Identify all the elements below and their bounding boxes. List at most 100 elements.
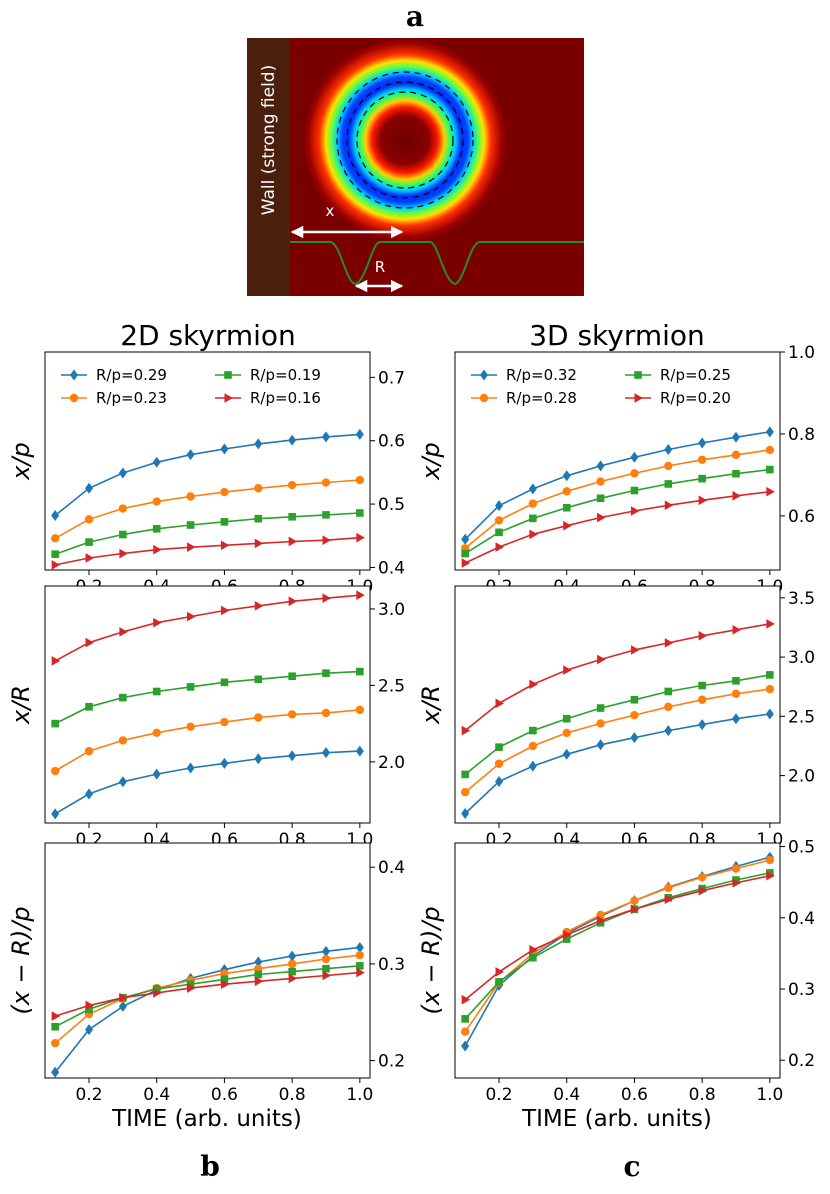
- data-point: [562, 748, 571, 760]
- data-point: [697, 872, 707, 882]
- data-point: [461, 533, 470, 545]
- y-tick-label: 0.4: [378, 558, 405, 578]
- data-point: [321, 945, 330, 957]
- legend-swatch-marker: [480, 369, 488, 381]
- data-point: [698, 681, 706, 690]
- data-point: [355, 745, 364, 757]
- legend-label: R/p=0.20: [660, 389, 731, 407]
- wall-region: [247, 38, 290, 296]
- data-point: [765, 708, 774, 720]
- panel-label-b: b: [200, 1150, 220, 1183]
- data-point: [152, 497, 161, 506]
- data-point: [254, 970, 263, 979]
- data-point: [698, 885, 708, 896]
- data-point: [630, 732, 639, 744]
- data-point: [597, 915, 606, 926]
- series-line: [464, 449, 770, 549]
- legend-entry: R/p=0.20: [625, 389, 731, 407]
- data-point: [529, 514, 537, 523]
- y-tick-label: 3.0: [378, 600, 405, 620]
- data-point: [630, 904, 640, 915]
- data-point: [664, 500, 674, 511]
- legend-label: R/p=0.25: [660, 366, 731, 384]
- y-tick-label: 0.5: [378, 495, 405, 515]
- series-R/p=0.28: [460, 684, 775, 797]
- data-point: [321, 431, 330, 443]
- data-point: [152, 525, 161, 533]
- data-point: [529, 726, 537, 735]
- series-line: [464, 875, 770, 1001]
- data-point: [664, 687, 673, 696]
- data-point: [528, 499, 538, 508]
- series-line: [464, 490, 770, 564]
- data-point: [461, 725, 471, 736]
- data-point: [596, 719, 605, 728]
- legend-label: R/p=0.23: [96, 389, 167, 407]
- data-point: [698, 474, 706, 483]
- data-point: [664, 894, 674, 905]
- legend-swatch-marker: [479, 393, 489, 403]
- series-line: [54, 946, 360, 1073]
- series-line: [54, 479, 360, 539]
- series-R/p=0.29: [51, 428, 364, 521]
- data-point: [563, 665, 572, 675]
- data-point: [698, 719, 707, 731]
- data-point: [254, 753, 263, 765]
- data-point: [50, 1038, 60, 1048]
- data-point: [153, 544, 162, 555]
- data-point: [356, 590, 365, 600]
- data-point: [186, 722, 195, 731]
- series-R/p=0.25: [461, 465, 774, 558]
- column-title-3d: 3D skyrmion: [529, 319, 705, 352]
- data-point: [186, 762, 195, 774]
- data-point: [119, 548, 128, 559]
- data-point: [563, 520, 572, 531]
- data-point: [697, 695, 707, 704]
- data-point: [84, 515, 94, 524]
- data-point: [288, 967, 296, 976]
- x-tick-label: 0.8: [689, 1085, 716, 1105]
- data-point: [596, 704, 605, 712]
- series-line: [464, 713, 770, 815]
- series-line: [464, 859, 770, 1033]
- data-point: [118, 736, 128, 745]
- legend-swatch-marker: [634, 393, 643, 403]
- data-point: [596, 477, 605, 486]
- series-line: [464, 688, 770, 793]
- field-profile-curve: [290, 241, 584, 286]
- data-point: [118, 776, 127, 788]
- data-point: [461, 770, 469, 779]
- wall-label: Wall (strong field): [259, 65, 279, 215]
- data-point: [597, 654, 606, 665]
- y-tick-label: 2.5: [378, 676, 405, 696]
- data-point: [460, 1027, 470, 1036]
- data-point: [152, 728, 161, 737]
- data-point: [321, 747, 330, 759]
- data-point: [732, 677, 740, 685]
- y-tick-label: 1.0: [788, 343, 815, 363]
- data-point: [495, 698, 505, 709]
- x-tick-label: 1.0: [756, 1085, 783, 1105]
- data-point: [153, 988, 162, 998]
- data-point: [630, 645, 640, 655]
- chart-2d-x-minus-R-over-p: 0.2 0.4 0.6 0.8 1.00.20.30.4(x − R)/p: [7, 842, 405, 1105]
- legend: R/p=0.32 R/p=0.28 R/p=0.25 R/p=0.20: [471, 366, 731, 407]
- data-point: [355, 475, 365, 485]
- data-point: [186, 980, 195, 988]
- data-point: [322, 593, 331, 604]
- data-point: [596, 494, 605, 503]
- contour-inner: [356, 91, 454, 189]
- data-point: [495, 967, 505, 977]
- chart-3d-x-over-p: 0.20.40.60.81.00.60.81.0x/pR/p=0.32R/p=0…: [417, 343, 815, 597]
- data-point: [355, 428, 364, 440]
- legend-entry: R/p=0.25: [625, 366, 731, 384]
- data-point: [355, 950, 365, 960]
- data-point: [220, 518, 229, 526]
- data-point: [51, 510, 60, 521]
- data-point: [766, 870, 775, 881]
- data-point: [732, 876, 740, 884]
- series-R/p=0.28: [460, 445, 775, 553]
- legend-label: R/p=0.28: [506, 389, 577, 407]
- legend: R/p=0.29 R/p=0.23 R/p=0.19 R/p=0.16: [61, 366, 321, 407]
- data-point: [562, 487, 571, 496]
